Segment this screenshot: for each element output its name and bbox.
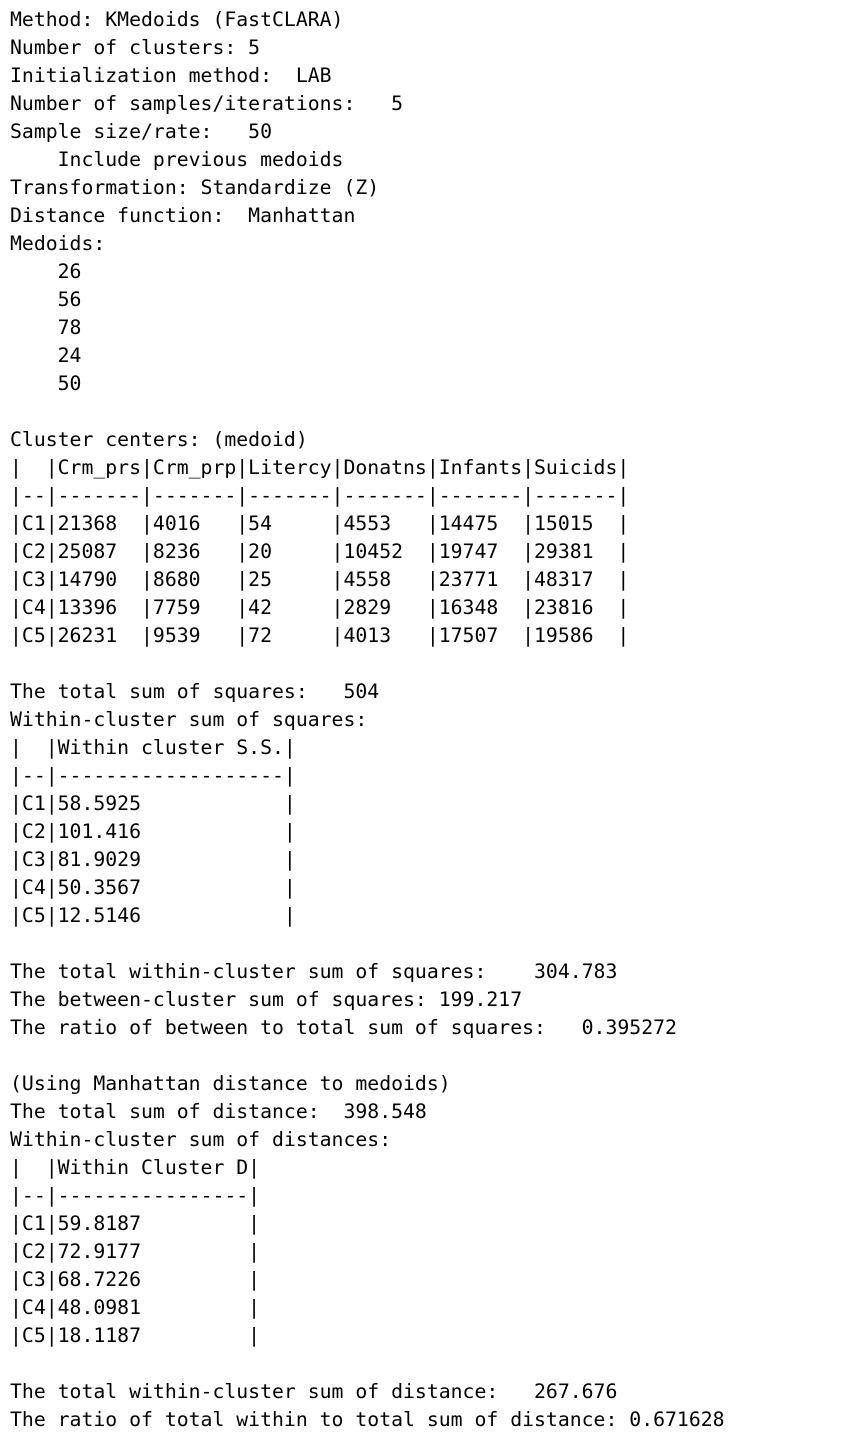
cluster-centers-table-row: |C5|26231 |9539 |72 |4013 |17507 |19586 … [10, 624, 630, 647]
medoid-value: 26 [10, 260, 82, 283]
medoid-value: 24 [10, 344, 82, 367]
transformation-line: Transformation: Standardize (Z) [10, 176, 380, 199]
within-distance-table-row: |C5|18.1187 | [10, 1324, 261, 1347]
blank-line [10, 1350, 850, 1378]
cluster-centers-table-separator: |--|-------|-------|-------|-------|----… [10, 484, 630, 507]
total-sum-of-squares-line: The total sum of squares: 504 [10, 680, 380, 703]
between-ss-line: The between-cluster sum of squares: 199.… [10, 988, 523, 1011]
ratio-within-total-distance-line: The ratio of total within to total sum o… [10, 1408, 725, 1431]
within-ss-table-row: |C1|58.5925 | [10, 792, 296, 815]
within-ss-table-separator: |--|-------------------| [10, 764, 296, 787]
blank-line [10, 398, 850, 426]
within-distance-table-separator: |--|----------------| [10, 1184, 261, 1207]
medoids-heading: Medoids: [10, 232, 106, 255]
within-ss-table-row: |C2|101.416 | [10, 820, 296, 843]
medoid-value: 56 [10, 288, 82, 311]
within-cluster-ss-heading: Within-cluster sum of squares: [10, 708, 368, 731]
ratio-between-total-ss-line: The ratio of between to total sum of squ… [10, 1016, 677, 1039]
initialization-method-line: Initialization method: LAB [10, 64, 332, 87]
blank-line [10, 930, 850, 958]
within-distance-table-header: | |Within Cluster D| [10, 1156, 261, 1179]
number-of-clusters-line: Number of clusters: 5 [10, 36, 261, 59]
within-distance-table-row: |C2|72.9177 | [10, 1240, 261, 1263]
blank-line [10, 650, 850, 678]
cluster-centers-table-row: |C4|13396 |7759 |42 |2829 |16348 |23816 … [10, 596, 630, 619]
cluster-centers-table-row: |C1|21368 |4016 |54 |4553 |14475 |15015 … [10, 512, 630, 535]
within-cluster-distance-heading: Within-cluster sum of distances: [10, 1128, 392, 1151]
within-ss-table-header: | |Within cluster S.S.| [10, 736, 296, 759]
total-sum-of-distance-line: The total sum of distance: 398.548 [10, 1100, 427, 1123]
cluster-centers-table-row: |C2|25087 |8236 |20 |10452 |19747 |29381… [10, 540, 630, 563]
within-distance-table-row: |C1|59.8187 | [10, 1212, 261, 1235]
within-ss-table-row: |C3|81.9029 | [10, 848, 296, 871]
blank-line [10, 1042, 850, 1070]
cluster-centers-table-header: | |Crm_prs|Crm_prp|Litercy|Donatns|Infan… [10, 456, 630, 479]
distance-function-line: Distance function: Manhattan [10, 204, 356, 227]
within-ss-table-row: |C4|50.3567 | [10, 876, 296, 899]
total-within-ss-line: The total within-cluster sum of squares:… [10, 960, 618, 983]
cluster-centers-table-row: |C3|14790 |8680 |25 |4558 |23771 |48317 … [10, 568, 630, 591]
total-within-distance-line: The total within-cluster sum of distance… [10, 1380, 618, 1403]
within-distance-table-row: |C4|48.0981 | [10, 1296, 261, 1319]
within-ss-table-row: |C5|12.5146 | [10, 904, 296, 927]
samples-iterations-line: Number of samples/iterations: 5 [10, 92, 404, 115]
within-distance-table-row: |C3|68.7226 | [10, 1268, 261, 1291]
method-line: Method: KMedoids (FastCLARA) [10, 8, 344, 31]
medoid-value: 78 [10, 316, 82, 339]
manhattan-distance-note: (Using Manhattan distance to medoids) [10, 1072, 451, 1095]
cluster-centers-heading: Cluster centers: (medoid) [10, 428, 308, 451]
medoid-value: 50 [10, 372, 82, 395]
include-previous-medoids-line: Include previous medoids [10, 148, 344, 171]
sample-size-line: Sample size/rate: 50 [10, 120, 273, 143]
